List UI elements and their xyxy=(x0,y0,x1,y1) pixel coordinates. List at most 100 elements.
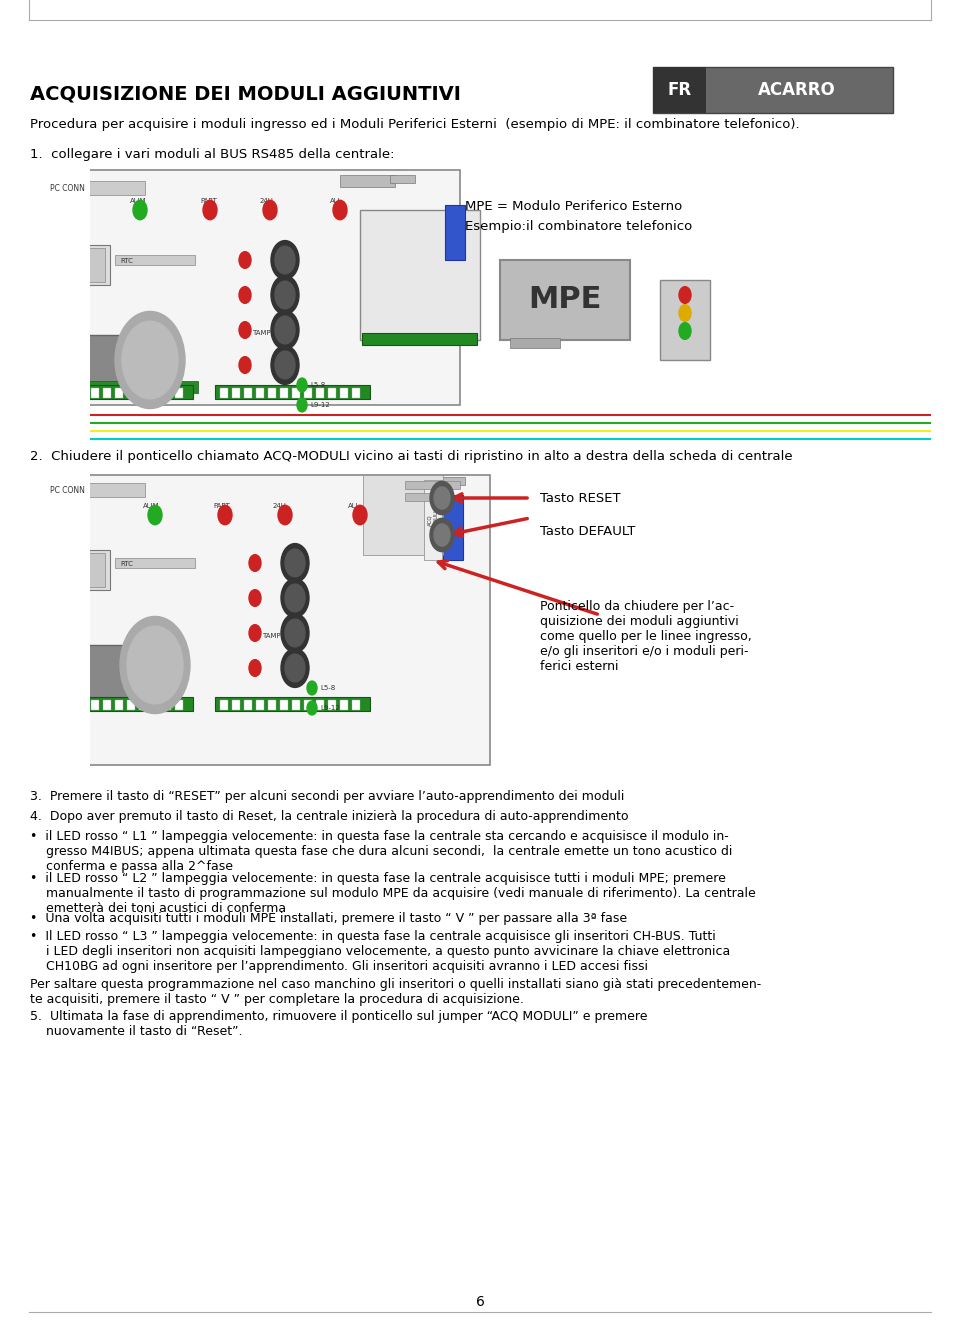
Bar xyxy=(45,484,145,497)
Bar xyxy=(43,388,51,398)
Bar xyxy=(30,170,460,405)
Bar xyxy=(115,254,195,265)
Text: RTC: RTC xyxy=(120,561,132,567)
Circle shape xyxy=(434,488,450,509)
Circle shape xyxy=(307,681,317,695)
Text: Tasto RESET: Tasto RESET xyxy=(540,492,620,505)
Bar xyxy=(510,338,560,348)
FancyBboxPatch shape xyxy=(653,67,893,113)
Bar xyxy=(79,388,87,398)
Bar xyxy=(244,388,252,398)
Circle shape xyxy=(281,578,309,618)
Circle shape xyxy=(679,322,691,340)
Text: •  il LED rosso “ L2 ” lampeggia velocemente: in questa fase la centrale acquisi: • il LED rosso “ L2 ” lampeggia veloceme… xyxy=(30,872,756,915)
Circle shape xyxy=(285,585,305,611)
Circle shape xyxy=(120,617,190,714)
Text: L5-8: L5-8 xyxy=(310,382,325,388)
Bar xyxy=(175,388,183,398)
Bar xyxy=(316,388,324,398)
Bar xyxy=(232,388,240,398)
Bar xyxy=(115,701,123,710)
Bar xyxy=(127,701,135,710)
Bar xyxy=(55,701,63,710)
Bar xyxy=(38,381,198,393)
Circle shape xyxy=(271,241,299,280)
Bar xyxy=(220,388,228,398)
Bar xyxy=(151,701,159,710)
Bar xyxy=(304,388,312,398)
Text: ACQUISIZIONE DEI MODULI AGGIUNTIVI: ACQUISIZIONE DEI MODULI AGGIUNTIVI xyxy=(30,85,461,104)
Text: Per saltare questa programmazione nel caso manchino gli inseritori o quelli inst: Per saltare questa programmazione nel ca… xyxy=(30,978,761,1006)
Bar xyxy=(363,476,443,555)
Circle shape xyxy=(263,200,277,220)
Text: 1.  collegare i vari moduli al BUS RS485 della centrale:: 1. collegare i vari moduli al BUS RS485 … xyxy=(30,148,395,161)
Bar xyxy=(103,701,111,710)
Bar xyxy=(38,385,193,400)
Text: Procedura per acquisire i moduli ingresso ed i Moduli Periferici Esterni  (esemp: Procedura per acquisire i moduli ingress… xyxy=(30,119,800,131)
Circle shape xyxy=(271,310,299,349)
Circle shape xyxy=(281,614,309,653)
Circle shape xyxy=(249,554,261,571)
Circle shape xyxy=(285,619,305,647)
Text: ACARRO: ACARRO xyxy=(758,81,835,99)
Bar xyxy=(80,336,170,396)
Bar xyxy=(139,701,147,710)
Text: PART: PART xyxy=(200,198,217,204)
Circle shape xyxy=(679,305,691,321)
Bar xyxy=(256,701,264,710)
Circle shape xyxy=(239,357,251,373)
Text: 24H: 24H xyxy=(273,503,287,509)
Bar xyxy=(115,388,123,398)
Circle shape xyxy=(115,312,185,409)
Circle shape xyxy=(271,276,299,314)
Text: •  Una volta acquisiti tutti i moduli MPE installati, premere il tasto “ V ” per: • Una volta acquisiti tutti i moduli MPE… xyxy=(30,912,627,924)
Text: PC CONN: PC CONN xyxy=(50,184,84,193)
Text: P3: P3 xyxy=(270,325,280,334)
Bar xyxy=(660,280,710,360)
Circle shape xyxy=(281,543,309,582)
Text: L9-12: L9-12 xyxy=(310,402,329,408)
Bar xyxy=(220,701,228,710)
Text: 4.  Dopo aver premuto il tasto di Reset, la centrale inizierà la procedura di au: 4. Dopo aver premuto il tasto di Reset, … xyxy=(30,810,629,823)
Circle shape xyxy=(249,590,261,606)
Bar xyxy=(340,174,395,186)
Text: RTC: RTC xyxy=(120,258,132,264)
Bar xyxy=(268,388,276,398)
Text: P1: P1 xyxy=(270,254,280,264)
Bar xyxy=(55,336,75,396)
Bar xyxy=(360,210,480,340)
Text: ALIM: ALIM xyxy=(130,198,147,204)
Circle shape xyxy=(239,286,251,304)
Text: 24H: 24H xyxy=(260,198,274,204)
Circle shape xyxy=(66,677,78,694)
Text: P2: P2 xyxy=(280,593,290,602)
Bar xyxy=(268,701,276,710)
Circle shape xyxy=(430,481,454,514)
Bar xyxy=(55,645,75,705)
Text: Ponticello da chiudere per l’ac-
quisizione dei moduli aggiuntivi
come quello pe: Ponticello da chiudere per l’ac- quisizi… xyxy=(540,599,752,673)
Circle shape xyxy=(278,505,292,525)
FancyBboxPatch shape xyxy=(653,67,706,113)
Bar xyxy=(55,550,110,590)
Circle shape xyxy=(434,523,450,546)
Circle shape xyxy=(333,200,347,220)
Bar xyxy=(151,388,159,398)
Text: ACQ
MODULI: ACQ MODULI xyxy=(427,509,439,531)
Text: •  il LED rosso “ L1 ” lampeggia velocemente: in questa fase la centrale sta cer: • il LED rosso “ L1 ” lampeggia veloceme… xyxy=(30,830,732,872)
Bar xyxy=(55,388,63,398)
Text: P4: P4 xyxy=(270,360,280,369)
Bar xyxy=(340,388,348,398)
Text: TAMPER: TAMPER xyxy=(262,633,290,639)
Circle shape xyxy=(275,316,295,344)
Bar xyxy=(60,248,105,282)
Circle shape xyxy=(239,321,251,338)
Text: P4: P4 xyxy=(280,663,290,673)
Circle shape xyxy=(133,200,147,220)
Text: TAMPER: TAMPER xyxy=(252,330,279,336)
Text: MPE: MPE xyxy=(528,285,602,314)
Circle shape xyxy=(275,281,295,309)
Text: Esempio:il combinatore telefonico: Esempio:il combinatore telefonico xyxy=(465,220,692,233)
Text: ALL: ALL xyxy=(348,503,361,509)
Circle shape xyxy=(275,246,295,274)
Bar xyxy=(435,477,465,485)
